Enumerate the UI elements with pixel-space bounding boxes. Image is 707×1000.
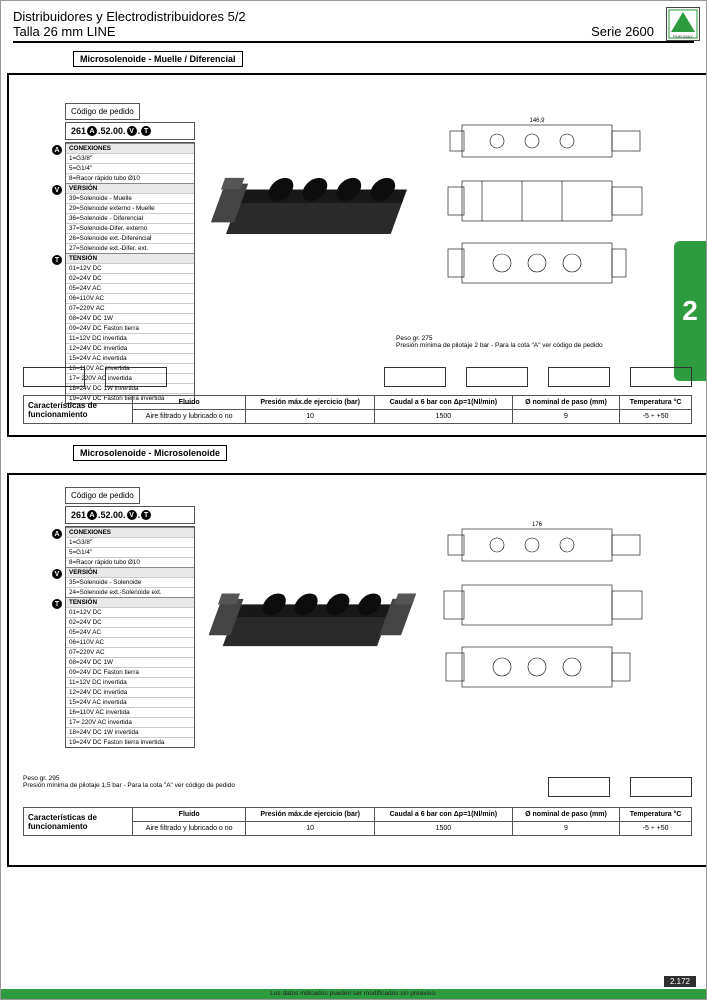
order-code2: 261A.52.00.V.T	[65, 506, 195, 524]
codigo-label2: Código de pedido	[65, 487, 140, 504]
order-code-box1: Código de pedido 261A.52.00.V.T ACONEXIO…	[65, 101, 195, 404]
pneumatic-symbols1	[23, 365, 692, 389]
page-footer: 2.172 Los datos indicados pueden ser mod…	[1, 989, 706, 999]
page-header: Distribuidores y Electrodistribuidores 5…	[1, 1, 706, 43]
pneumatic-symbols2	[412, 775, 692, 799]
svg-text:176: 176	[532, 522, 543, 528]
spec-table1: Características de funcionamiento Fluido…	[23, 395, 692, 424]
product-photo1	[209, 141, 427, 267]
options-table2: ACONEXIONES 1=G3/8" 5=G1/4" 8=Racor rápi…	[65, 526, 195, 748]
spec-table2: Características de funcionamiento Fluido…	[23, 807, 692, 836]
section1: Código de pedido 261A.52.00.V.T ACONEXIO…	[7, 73, 706, 437]
tech-drawing1: 146,9	[442, 115, 652, 305]
tech-drawing2: 176	[442, 519, 652, 709]
order-code-box2: Código de pedido 261A.52.00.V.T ACONEXIO…	[65, 485, 195, 748]
section2-title: Microsolenoide - Microsolenoide	[73, 445, 227, 461]
section1-title: Microsolenoide - Muelle / Diferencial	[73, 51, 243, 67]
brand-logo: PNEUMAX	[666, 7, 700, 41]
weight-note1: Peso gr. 275 Presión mínima de pilotaje …	[396, 335, 646, 349]
page-number: 2.172	[664, 976, 696, 987]
codigo-label: Código de pedido	[65, 103, 140, 120]
section2: Código de pedido 261A.52.00.V.T ACONEXIO…	[7, 473, 706, 867]
title-line1: Distribuidores y Electrodistribuidores 5…	[13, 9, 246, 24]
title-line2: Talla 26 mm LINE	[13, 24, 246, 39]
svg-text:146,9: 146,9	[529, 118, 545, 124]
catalog-page: Distribuidores y Electrodistribuidores 5…	[0, 0, 707, 1000]
weight-note2: Peso gr. 295 Presión mínima de pilotaje …	[23, 775, 235, 789]
order-code: 261A.52.00.V.T	[65, 122, 195, 140]
footer-disclaimer: Los datos indicados pueden ser modificad…	[1, 989, 706, 999]
product-photo2	[209, 555, 427, 681]
svg-text:PNEUMAX: PNEUMAX	[673, 34, 693, 39]
